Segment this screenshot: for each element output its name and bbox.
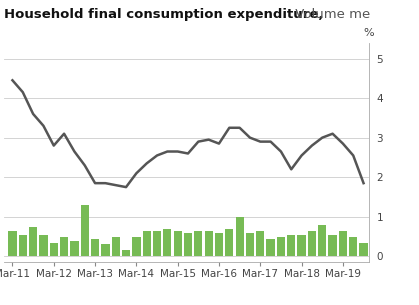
Bar: [339, 231, 347, 257]
Bar: [29, 227, 37, 257]
Text: %: %: [363, 28, 374, 38]
Bar: [308, 231, 316, 257]
Bar: [142, 231, 151, 257]
Text: Household final consumption expenditure,: Household final consumption expenditure,: [4, 8, 324, 21]
Bar: [132, 237, 140, 257]
Bar: [297, 235, 306, 257]
Bar: [70, 241, 78, 257]
Bar: [235, 217, 244, 257]
Bar: [60, 237, 68, 257]
Bar: [91, 239, 99, 257]
Bar: [194, 231, 202, 257]
Bar: [80, 205, 89, 257]
Bar: [287, 235, 295, 257]
Bar: [184, 233, 192, 257]
Bar: [318, 225, 326, 257]
Bar: [328, 235, 337, 257]
Bar: [360, 242, 368, 257]
Bar: [8, 231, 17, 257]
Bar: [256, 231, 264, 257]
Bar: [277, 237, 285, 257]
Bar: [111, 237, 120, 257]
Bar: [163, 229, 171, 257]
Bar: [153, 231, 161, 257]
Bar: [349, 237, 357, 257]
Bar: [225, 229, 233, 257]
Bar: [101, 245, 109, 257]
Bar: [173, 231, 182, 257]
Bar: [246, 233, 254, 257]
Bar: [19, 235, 27, 257]
Bar: [39, 235, 48, 257]
Text: Volume me: Volume me: [291, 8, 370, 21]
Bar: [122, 250, 130, 257]
Bar: [266, 239, 275, 257]
Bar: [215, 233, 223, 257]
Bar: [49, 242, 58, 257]
Bar: [204, 231, 213, 257]
